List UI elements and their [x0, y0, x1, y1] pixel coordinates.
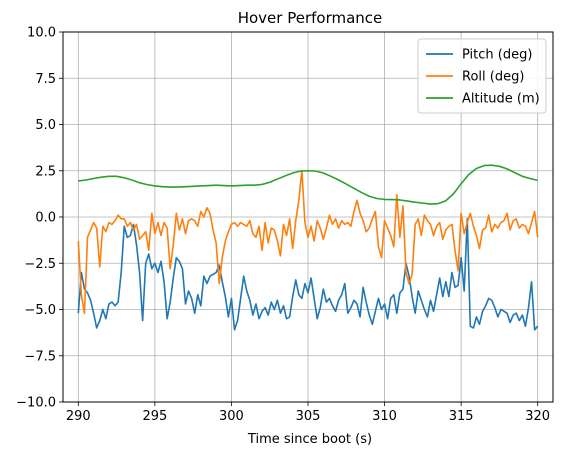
- y-tick-label: −2.5: [24, 257, 56, 272]
- y-tick-label: 10.0: [27, 26, 56, 41]
- x-tick-label: 320: [525, 409, 550, 424]
- y-axis-ticks: −10.0 −7.5 −5.0 −2.5 0.0 2.5 5.0 7.5 10.0: [16, 26, 63, 411]
- series-line-altitude: [78, 164, 538, 205]
- y-tick-label: −7.5: [24, 349, 56, 364]
- series-line-pitch: [77, 218, 539, 331]
- y-tick-label: −10.0: [16, 396, 56, 411]
- y-tick-label: 7.5: [35, 72, 56, 87]
- x-tick-label: 300: [219, 409, 244, 424]
- series-line-roll: [77, 169, 539, 314]
- x-tick-label: 310: [372, 409, 397, 424]
- chart-title: Hover Performance: [238, 9, 383, 27]
- y-tick-label: −5.0: [24, 303, 56, 318]
- series-lines: [77, 164, 539, 331]
- x-tick-label: 290: [66, 409, 91, 424]
- x-tick-label: 305: [296, 409, 321, 424]
- x-tick-label: 295: [142, 409, 167, 424]
- legend-label: Roll (deg): [462, 70, 524, 85]
- x-axis-ticks: 290 295 300 305 310 315 320: [66, 402, 550, 424]
- legend-label: Pitch (deg): [462, 48, 532, 63]
- y-tick-label: 5.0: [35, 118, 56, 133]
- y-tick-label: 2.5: [35, 164, 56, 179]
- x-tick-label: 315: [449, 409, 474, 424]
- legend-box: [417, 38, 547, 114]
- x-axis-label: Time since boot (s): [247, 432, 372, 447]
- y-tick-label: 0.0: [35, 211, 56, 226]
- legend: Pitch (deg) Roll (deg) Altitude (m): [417, 38, 547, 114]
- legend-label: Altitude (m): [462, 92, 540, 107]
